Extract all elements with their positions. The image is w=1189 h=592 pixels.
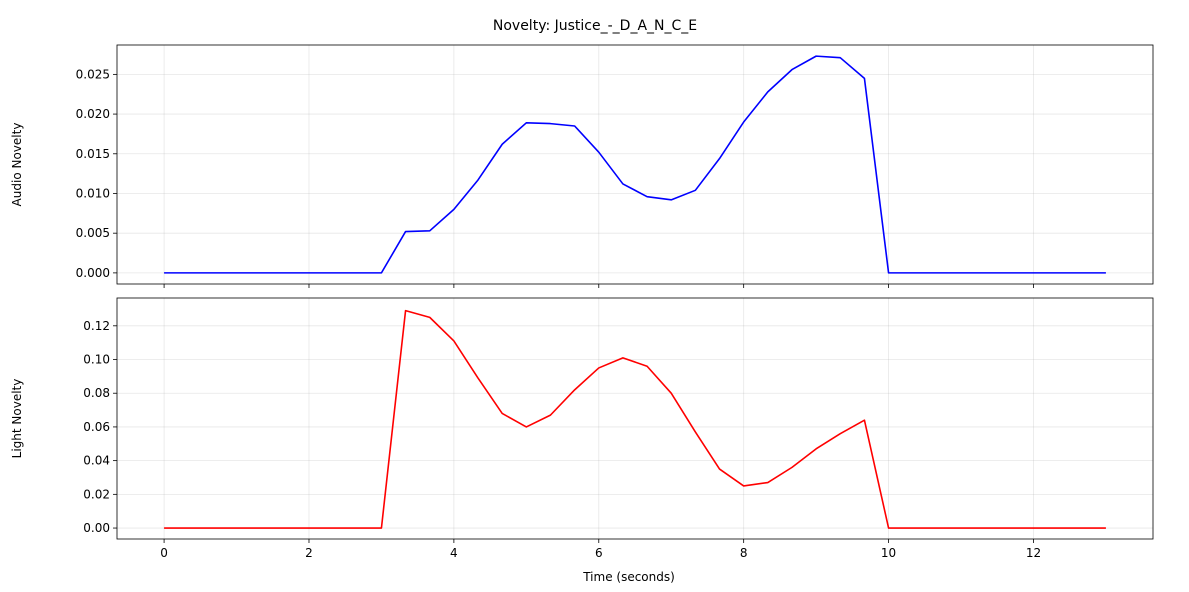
light-x-tick-label: 6 [595,546,603,560]
light-x-tick-label: 0 [160,546,168,560]
light-x-tick-label: 12 [1026,546,1041,560]
light-novelty-line [164,309,1106,529]
light-novelty-panel: 0 2 4 6 8 10 12 0.00 0.02 0.04 0.06 0.08 0.10 0.12 Lig… [10,297,1154,584]
light-y-tick-label: 0.00 [83,521,110,535]
audio-novelty-panel: 0.000 0.005 0.010 0.015 0.020 0.025 Audio Nove… [10,44,1154,288]
light-y-tick-label: 0.10 [83,353,110,367]
light-y-tick-label: 0.04 [83,454,110,468]
audio-y-tick-label: 0.020 [76,107,110,121]
light-x-tick-label: 4 [450,546,458,560]
audio-axes-frame [116,44,1154,285]
light-y-axis-label: Light Novelty [10,379,24,459]
audio-y-tick-label: 0.000 [76,266,110,280]
audio-y-tick-label: 0.010 [76,186,110,200]
audio-y-tick-label: 0.015 [76,147,110,161]
light-x-tick-label: 8 [740,546,748,560]
light-x-tick-label: 2 [305,546,313,560]
light-x-axis-label: Time (seconds) [582,570,675,584]
light-y-tick-label: 0.06 [83,420,110,434]
audio-y-tick-label: 0.025 [76,67,110,81]
light-y-tick-label: 0.12 [83,319,110,333]
audio-y-tick-label: 0.005 [76,226,110,240]
light-axes-frame [116,297,1154,540]
light-y-tick-label: 0.02 [83,487,110,501]
figure-title: Novelty: Justice_-_D_A_N_C_E [493,18,697,34]
light-y-tick-label: 0.08 [83,386,110,400]
audio-novelty-line [164,55,1106,274]
light-x-tick-label: 10 [881,546,896,560]
audio-y-axis-label: Audio Novelty [10,123,24,207]
